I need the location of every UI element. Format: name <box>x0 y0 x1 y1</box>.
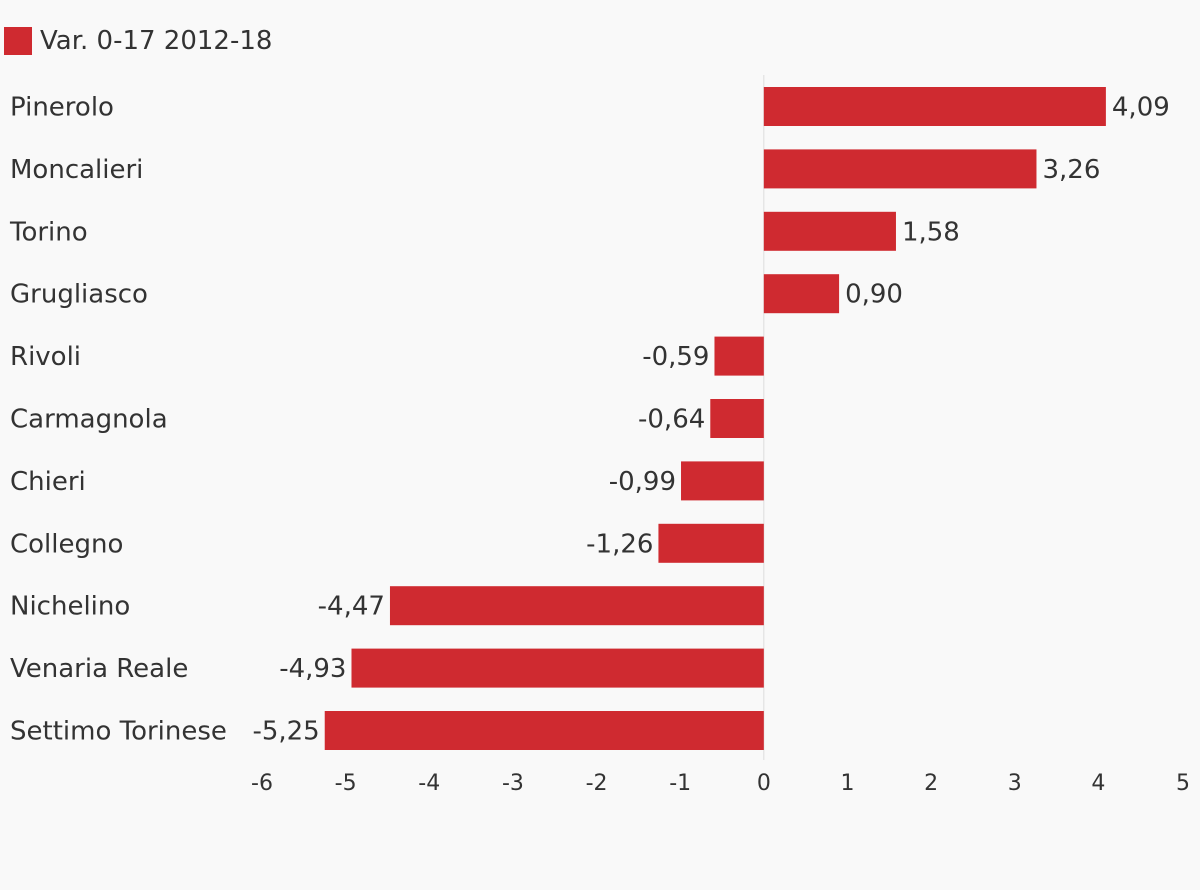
category-label: Torino <box>9 217 88 247</box>
value-label: 1,58 <box>902 217 960 247</box>
bar <box>714 336 764 376</box>
category-label: Pinerolo <box>10 93 114 123</box>
legend-label: Var. 0-17 2012-18 <box>40 26 273 56</box>
category-label: Chieri <box>10 467 86 497</box>
value-label: -0,99 <box>609 467 676 497</box>
bar <box>763 211 896 251</box>
x-tick-label: 0 <box>757 771 771 796</box>
x-tick-label: -6 <box>251 771 273 796</box>
value-label: -4,93 <box>279 654 346 684</box>
x-tick-label: -1 <box>669 771 691 796</box>
category-label: Grugliasco <box>10 280 148 310</box>
value-label: 3,26 <box>1042 155 1100 185</box>
value-label: 4,09 <box>1112 93 1170 123</box>
x-tick-label: 1 <box>840 771 854 796</box>
bar <box>389 586 764 626</box>
value-label: -0,59 <box>642 342 709 372</box>
value-label: -1,26 <box>586 529 653 559</box>
value-label: 0,90 <box>845 280 903 310</box>
bar <box>351 648 764 688</box>
value-label: -0,64 <box>638 405 705 435</box>
category-label: Moncalieri <box>10 155 143 185</box>
category-label: Carmagnola <box>10 405 168 435</box>
value-label: -4,47 <box>318 592 385 622</box>
x-tick-label: -5 <box>335 771 357 796</box>
x-tick-label: -2 <box>586 771 608 796</box>
bar <box>324 711 764 750</box>
category-label: Venaria Reale <box>10 654 188 684</box>
x-tick-label: -4 <box>418 771 440 796</box>
bar <box>763 274 840 314</box>
category-label: Rivoli <box>10 342 81 372</box>
x-tick-label: 4 <box>1091 771 1105 796</box>
bar <box>658 523 764 563</box>
bar <box>763 149 1037 189</box>
x-tick-label: -3 <box>502 771 524 796</box>
value-label: -5,25 <box>252 717 319 747</box>
category-label: Collegno <box>10 529 123 559</box>
category-label: Settimo Torinese <box>10 717 227 747</box>
category-label: Nichelino <box>10 592 130 622</box>
legend-swatch <box>4 27 32 55</box>
x-tick-label: 3 <box>1008 771 1022 796</box>
x-tick-label: 2 <box>924 771 938 796</box>
bar <box>681 461 764 501</box>
bar <box>710 399 764 438</box>
legend: Var. 0-17 2012-18 <box>4 24 272 58</box>
bar <box>763 87 1106 126</box>
x-tick-label: 5 <box>1176 771 1190 796</box>
